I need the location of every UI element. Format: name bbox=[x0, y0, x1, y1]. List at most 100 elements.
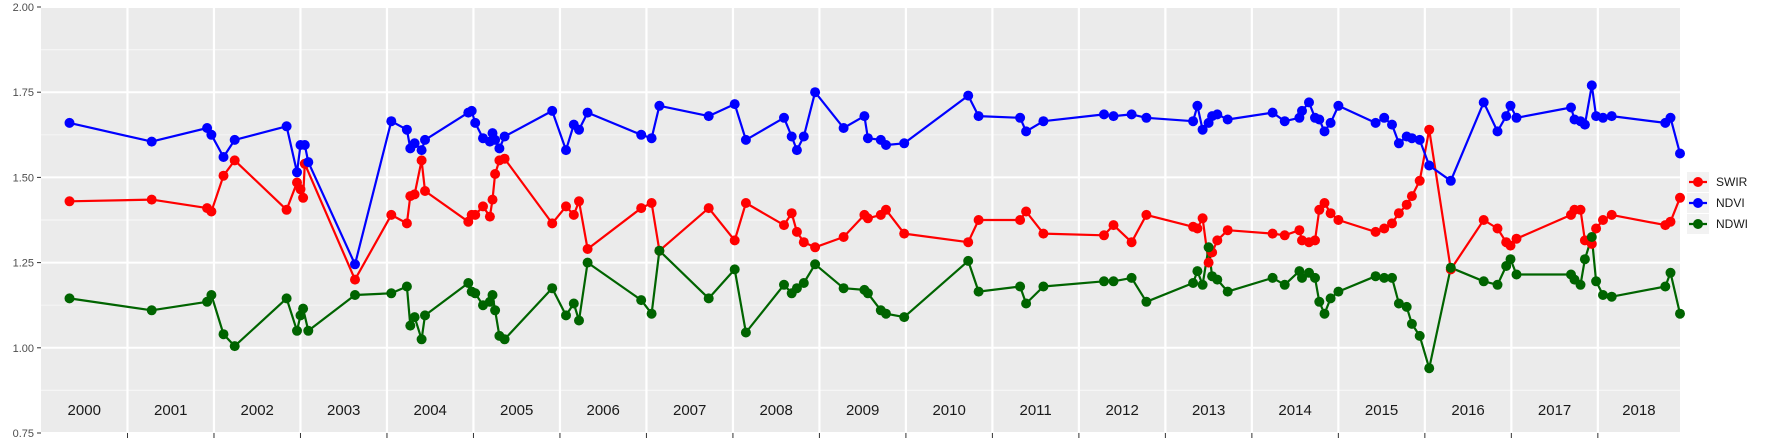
series-line-ndvi bbox=[69, 84, 1682, 266]
data-point bbox=[791, 145, 802, 156]
data-point bbox=[1108, 276, 1119, 287]
data-point bbox=[1387, 272, 1397, 283]
data-point bbox=[582, 107, 593, 118]
data-point bbox=[420, 310, 430, 321]
year-label: 2002 bbox=[241, 402, 274, 419]
data-point bbox=[1586, 238, 1597, 249]
data-point bbox=[779, 112, 789, 123]
data-point bbox=[899, 312, 910, 323]
data-point bbox=[1310, 272, 1320, 283]
data-point bbox=[729, 264, 740, 275]
data-point bbox=[798, 278, 809, 288]
x-axis bbox=[126, 433, 1599, 438]
data-point bbox=[1675, 148, 1685, 159]
data-point bbox=[1126, 272, 1137, 283]
year-label: 2014 bbox=[1278, 402, 1311, 419]
year-label: 2000 bbox=[68, 402, 101, 419]
data-point bbox=[1406, 133, 1417, 144]
data-point bbox=[1279, 230, 1290, 241]
data-point bbox=[1319, 126, 1330, 137]
data-point bbox=[574, 315, 584, 326]
data-point bbox=[1575, 279, 1586, 290]
data-point bbox=[1379, 112, 1390, 123]
data-point bbox=[1099, 276, 1109, 287]
data-point bbox=[1267, 272, 1278, 283]
data-point bbox=[1370, 271, 1381, 282]
data-point bbox=[420, 134, 430, 145]
data-point bbox=[1267, 107, 1278, 118]
data-point bbox=[1675, 308, 1685, 319]
data-point bbox=[786, 208, 797, 219]
data-point bbox=[838, 123, 849, 133]
data-point bbox=[1192, 100, 1203, 111]
data-point bbox=[1325, 208, 1336, 219]
data-point bbox=[1511, 269, 1522, 280]
data-point bbox=[729, 99, 740, 110]
data-point bbox=[470, 209, 481, 220]
data-point bbox=[703, 203, 714, 214]
data-point bbox=[1379, 272, 1390, 283]
data-point bbox=[299, 140, 310, 150]
data-point bbox=[1591, 276, 1602, 287]
year-label: 2016 bbox=[1451, 402, 1484, 419]
data-point bbox=[463, 278, 474, 288]
data-point bbox=[1501, 111, 1512, 122]
data-point bbox=[899, 228, 910, 239]
data-point bbox=[547, 218, 558, 229]
year-label: 2007 bbox=[673, 402, 706, 419]
data-point bbox=[206, 129, 217, 140]
data-point bbox=[798, 237, 809, 248]
data-point bbox=[1566, 102, 1576, 113]
data-point bbox=[1660, 281, 1671, 292]
data-point bbox=[1393, 298, 1404, 309]
data-point bbox=[1406, 191, 1417, 202]
data-point bbox=[791, 283, 802, 294]
data-point bbox=[1021, 206, 1032, 217]
data-point bbox=[1197, 213, 1208, 224]
data-point bbox=[568, 298, 579, 309]
y-tick-label: 1.25 bbox=[13, 258, 34, 270]
year-label: 2005 bbox=[500, 402, 533, 419]
data-point bbox=[582, 244, 593, 254]
data-point bbox=[1141, 209, 1152, 220]
data-point bbox=[654, 100, 665, 111]
data-point bbox=[779, 220, 789, 231]
data-point bbox=[740, 134, 751, 145]
data-point bbox=[1141, 112, 1152, 123]
data-point bbox=[499, 153, 510, 164]
data-point bbox=[146, 194, 157, 205]
data-point bbox=[229, 134, 240, 145]
y-axis: 0.75 1.00 1.25 1.50 1.75 2.00 bbox=[13, 2, 41, 440]
data-point bbox=[1212, 235, 1223, 246]
data-point bbox=[146, 305, 157, 316]
data-point bbox=[490, 134, 501, 145]
data-point bbox=[281, 293, 292, 304]
data-point bbox=[779, 279, 789, 290]
legend-label: NDWI bbox=[1716, 217, 1748, 231]
data-point bbox=[1511, 112, 1522, 123]
data-point bbox=[1492, 223, 1503, 234]
data-point bbox=[409, 138, 420, 149]
data-point bbox=[206, 290, 217, 300]
data-point bbox=[582, 257, 593, 268]
year-label: 2018 bbox=[1622, 402, 1655, 419]
data-point bbox=[646, 198, 657, 208]
legend-label: NDVI bbox=[1716, 196, 1745, 210]
data-point bbox=[1579, 254, 1590, 265]
data-point bbox=[499, 131, 510, 142]
data-point bbox=[1606, 291, 1617, 302]
data-point bbox=[838, 283, 849, 294]
y-tick-label: 0.75 bbox=[13, 428, 34, 440]
data-point bbox=[646, 308, 657, 319]
data-point bbox=[1333, 100, 1344, 111]
data-point bbox=[1414, 134, 1425, 145]
data-point bbox=[1126, 109, 1137, 120]
data-point bbox=[466, 105, 477, 116]
data-point bbox=[1414, 330, 1425, 341]
data-point bbox=[881, 140, 891, 150]
data-point bbox=[574, 124, 584, 135]
data-point bbox=[1370, 226, 1381, 237]
data-point bbox=[420, 186, 430, 196]
data-point bbox=[229, 341, 240, 352]
legend-key-point bbox=[1693, 219, 1703, 229]
